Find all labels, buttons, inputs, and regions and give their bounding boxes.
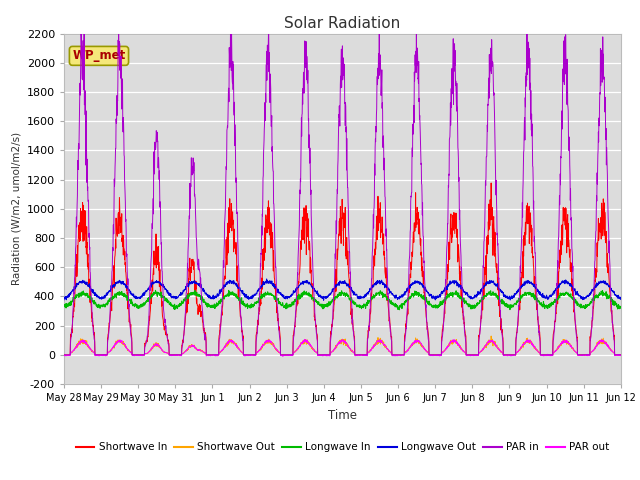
- Title: Solar Radiation: Solar Radiation: [284, 16, 401, 31]
- X-axis label: Time: Time: [328, 408, 357, 421]
- Y-axis label: Radiation (W/m2, umol/m2/s): Radiation (W/m2, umol/m2/s): [11, 132, 21, 286]
- Text: WP_met: WP_met: [72, 49, 125, 62]
- Legend: Shortwave In, Shortwave Out, Longwave In, Longwave Out, PAR in, PAR out: Shortwave In, Shortwave Out, Longwave In…: [72, 438, 613, 456]
